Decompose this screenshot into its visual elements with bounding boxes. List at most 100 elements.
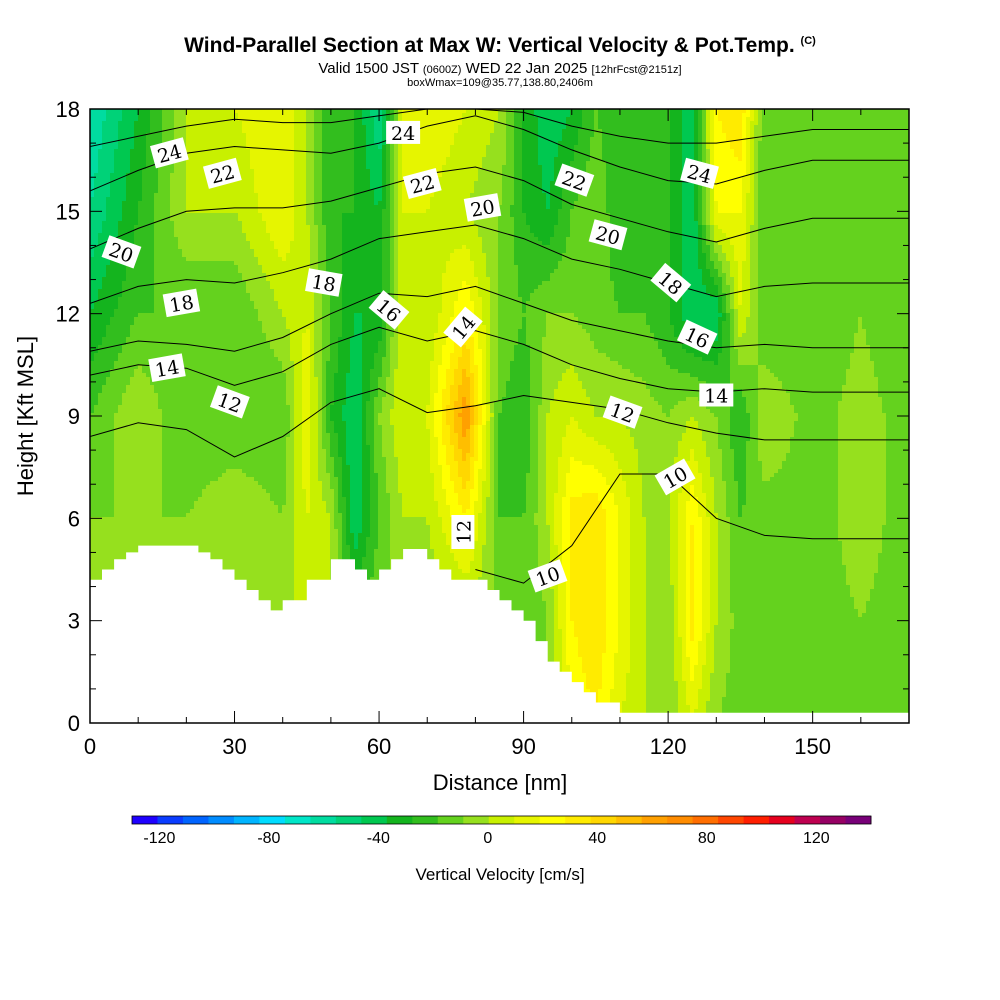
field-cell xyxy=(138,309,143,314)
field-cell xyxy=(94,221,99,226)
field-cell xyxy=(138,405,143,410)
field-cell xyxy=(134,425,139,430)
field-cell xyxy=(138,193,143,198)
field-cell xyxy=(102,197,107,202)
field-cell xyxy=(110,133,115,138)
field-cell xyxy=(126,489,131,494)
field-cell xyxy=(142,249,147,254)
field-cell xyxy=(118,285,123,290)
field-cell xyxy=(102,145,107,150)
field-cell xyxy=(98,249,103,254)
field-cell xyxy=(118,317,123,322)
field-cell xyxy=(130,217,135,222)
field-cell xyxy=(94,117,99,122)
field-cell xyxy=(130,433,135,438)
field-cell xyxy=(142,113,147,118)
field-cell xyxy=(118,505,123,510)
field-cell xyxy=(122,197,127,202)
field-cell xyxy=(102,497,107,502)
field-cell xyxy=(126,321,131,326)
field-cell xyxy=(110,405,115,410)
field-cell xyxy=(102,493,107,498)
field-cell xyxy=(126,181,131,186)
field-cell xyxy=(106,417,111,422)
field-cell xyxy=(122,209,127,214)
field-cell xyxy=(138,113,143,118)
field-cell xyxy=(110,493,115,498)
field-cell xyxy=(118,205,123,210)
field-cell xyxy=(126,353,131,358)
field-cell xyxy=(98,169,103,174)
field-cell xyxy=(142,313,147,318)
field-cell xyxy=(134,349,139,354)
field-cell xyxy=(126,129,131,134)
field-cell xyxy=(134,141,139,146)
field-cell xyxy=(138,429,143,434)
field-cell xyxy=(114,169,119,174)
field-cell xyxy=(118,409,123,414)
field-cell xyxy=(142,217,147,222)
field-cell xyxy=(98,277,103,282)
field-cell xyxy=(106,489,111,494)
field-cell xyxy=(122,129,127,134)
field-cell xyxy=(122,149,127,154)
field-cell xyxy=(106,513,111,518)
field-cell xyxy=(118,229,123,234)
field-cell xyxy=(130,465,135,470)
field-cell xyxy=(122,529,127,534)
field-cell xyxy=(122,509,127,514)
field-cell xyxy=(106,413,111,418)
field-cell xyxy=(102,405,107,410)
field-cell xyxy=(98,573,103,578)
field-cell xyxy=(122,453,127,458)
field-cell xyxy=(142,493,147,498)
field-cell xyxy=(102,373,107,378)
field-cell xyxy=(118,277,123,282)
field-cell xyxy=(114,213,119,218)
field-cell xyxy=(134,201,139,206)
field-cell xyxy=(102,265,107,270)
field-cell xyxy=(102,337,107,342)
field-cell xyxy=(142,457,147,462)
field-cell xyxy=(98,549,103,554)
field-cell xyxy=(138,357,143,362)
field-cell xyxy=(126,525,131,530)
field-cell xyxy=(138,453,143,458)
field-cell xyxy=(106,497,111,502)
field-cell xyxy=(126,213,131,218)
field-cell xyxy=(138,137,143,142)
field-cell xyxy=(122,337,127,342)
field-cell xyxy=(126,429,131,434)
field-cell xyxy=(142,201,147,206)
field-cell xyxy=(94,229,99,234)
field-cell xyxy=(130,277,135,282)
field-cell xyxy=(102,189,107,194)
field-cell xyxy=(102,529,107,534)
field-cell xyxy=(118,445,123,450)
field-cell xyxy=(130,293,135,298)
field-cell xyxy=(138,149,143,154)
field-cell xyxy=(142,289,147,294)
field-cell xyxy=(114,317,119,322)
field-cell xyxy=(118,453,123,458)
field-cell xyxy=(106,529,111,534)
field-cell xyxy=(102,129,107,134)
field-cell xyxy=(126,457,131,462)
field-cell xyxy=(126,145,131,150)
field-cell xyxy=(130,161,135,166)
field-cell xyxy=(102,281,107,286)
field-cell xyxy=(94,537,99,542)
field-cell xyxy=(114,529,119,534)
field-cell xyxy=(94,473,99,478)
field-cell xyxy=(138,397,143,402)
field-cell xyxy=(134,437,139,442)
field-cell xyxy=(94,525,99,530)
field-cell xyxy=(114,301,119,306)
field-cell xyxy=(102,153,107,158)
field-cell xyxy=(142,153,147,158)
field-cell xyxy=(130,385,135,390)
field-cell xyxy=(118,145,123,150)
field-cell xyxy=(98,393,103,398)
field-cell xyxy=(94,461,99,466)
field-cell xyxy=(134,529,139,534)
